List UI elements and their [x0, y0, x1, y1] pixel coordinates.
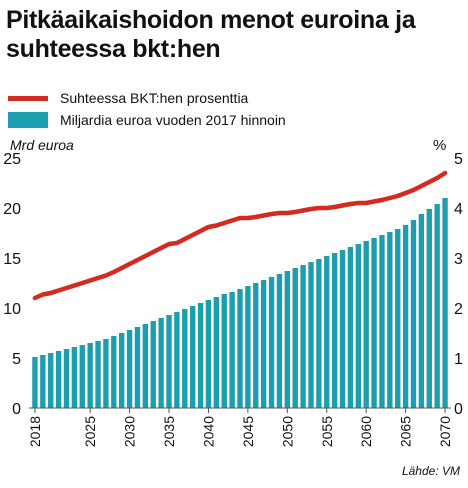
- bar-2033: [150, 321, 156, 408]
- x-tick-label-2055: 2055: [319, 416, 335, 447]
- y-left-tick-label-0: 0: [12, 401, 21, 418]
- x-tick-label-2025: 2025: [82, 416, 98, 447]
- legend-label-line: Suhteessa BKT:hen prosenttia: [60, 90, 249, 106]
- bar-2023: [71, 347, 78, 408]
- bar-2030: [126, 330, 133, 408]
- bar-2032: [142, 324, 149, 408]
- bar-2031: [134, 327, 141, 408]
- bar-2043: [229, 292, 235, 408]
- legend-bar-swatch: [8, 112, 48, 128]
- bar-2039: [197, 303, 204, 408]
- bar-2019: [40, 355, 46, 408]
- x-tick-label-2018: 2018: [27, 416, 43, 447]
- bar-2049: [276, 274, 283, 408]
- bar-2048: [268, 277, 275, 408]
- x-tick-label-2060: 2060: [358, 416, 374, 447]
- bar-2042: [221, 294, 227, 408]
- bar-2060: [363, 241, 369, 408]
- bar-2034: [158, 318, 164, 408]
- bar-2066: [410, 220, 417, 408]
- bar-2053: [308, 262, 314, 408]
- bar-2022: [63, 349, 70, 408]
- bar-2058: [347, 247, 354, 408]
- x-tick-label-2040: 2040: [200, 416, 216, 447]
- bar-2020: [48, 353, 54, 408]
- y-right-tick-label-0: 0: [454, 401, 463, 418]
- bar-2054: [316, 259, 322, 408]
- bar-2068: [426, 209, 432, 408]
- y-left-tick-label-25: 25: [3, 151, 21, 168]
- bar-2062: [379, 235, 385, 408]
- combo-chart: 2018 2025 2030 2035 2040 2045 2050 2055 2060 2065…: [3, 137, 463, 447]
- bar-2038: [190, 306, 196, 408]
- bar-2051: [292, 268, 298, 408]
- legend-label-bars: Miljardia euroa vuoden 2017 hinnoin: [60, 112, 286, 128]
- bar-2037: [182, 309, 188, 408]
- bar-2040: [205, 300, 212, 408]
- bar-2035: [166, 315, 172, 408]
- x-tick-label-2070: 2070: [437, 416, 453, 447]
- bar-2065: [402, 225, 409, 408]
- y-right-axis-label: %: [433, 137, 446, 154]
- bar-2027: [103, 339, 109, 408]
- bar-2047: [260, 280, 267, 408]
- bar-2069: [434, 204, 440, 408]
- bar-2025: [87, 343, 93, 408]
- bar-2018: [32, 357, 38, 408]
- bar-2067: [418, 214, 425, 408]
- source-note: Lähde: VM: [401, 464, 460, 478]
- bar-2056: [331, 253, 338, 408]
- x-tick-label-2050: 2050: [279, 416, 295, 447]
- bar-2044: [237, 289, 243, 408]
- bar-2041: [213, 297, 220, 408]
- bar-2061: [371, 238, 377, 408]
- y-right-tick-label-5: 5: [454, 151, 463, 168]
- chart-title: Pitkäaikaishoidon menot euroina ja suhte…: [6, 6, 416, 63]
- x-tick-label-2030: 2030: [122, 416, 138, 447]
- legend: Suhteessa BKT:hen prosenttia Miljardia e…: [6, 87, 462, 131]
- legend-line-swatch: [8, 96, 48, 101]
- y-left-tick-label-10: 10: [3, 301, 21, 318]
- bar-2029: [119, 333, 125, 408]
- bar-2052: [300, 265, 306, 408]
- bar-2045: [245, 286, 251, 408]
- y-left-tick-label-5: 5: [12, 351, 21, 368]
- bar-2046: [253, 283, 259, 408]
- legend-item-bars: Miljardia euroa vuoden 2017 hinnoin: [6, 109, 462, 131]
- y-right-tick-label-3: 3: [454, 251, 463, 268]
- x-tick-label-2065: 2065: [398, 416, 414, 447]
- bar-2028: [111, 336, 117, 408]
- x-tick-label-2035: 2035: [161, 416, 177, 447]
- bar-2055: [324, 256, 330, 408]
- y-right-tick-label-4: 4: [454, 201, 463, 218]
- bar-2024: [79, 345, 85, 408]
- bar-2059: [355, 244, 361, 408]
- series-line-gdp-share: [32, 170, 448, 301]
- y-left-tick-label-15: 15: [3, 251, 21, 268]
- y-left-axis-label: Mrd euroa: [10, 137, 74, 153]
- bar-2026: [95, 341, 101, 408]
- bar-2021: [55, 351, 62, 408]
- bar-2050: [284, 271, 290, 408]
- legend-item-line: Suhteessa BKT:hen prosenttia: [6, 87, 462, 109]
- bar-2057: [339, 250, 346, 408]
- bar-2064: [395, 229, 401, 408]
- bar-2063: [387, 232, 393, 408]
- y-left-tick-label-20: 20: [3, 201, 21, 218]
- bar-2070: [442, 198, 448, 408]
- y-right-tick-label-2: 2: [454, 301, 463, 318]
- y-right-tick-label-1: 1: [454, 351, 463, 368]
- x-tick-label-2045: 2045: [240, 416, 256, 447]
- bar-2036: [174, 312, 180, 408]
